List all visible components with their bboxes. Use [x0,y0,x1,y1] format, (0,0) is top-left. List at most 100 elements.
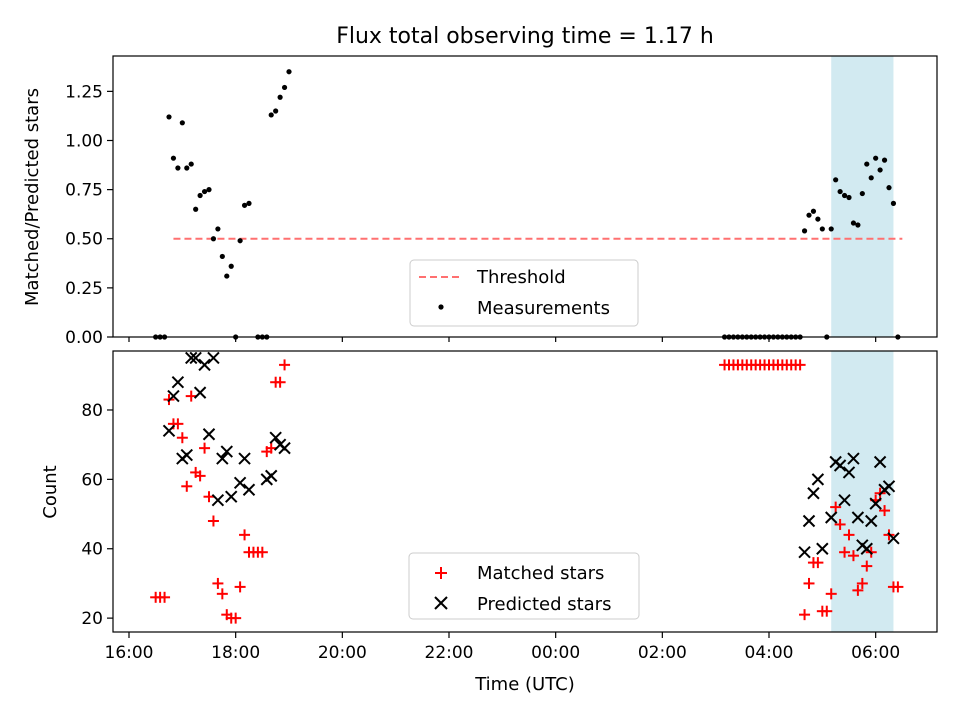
predicted-star-stroke [162,424,176,437]
matched-star-point [234,581,246,593]
measurement-point [166,114,172,120]
matched-star-point [212,577,224,589]
matched-star-point [265,442,277,454]
measurement-point [868,175,874,181]
matched-star-point [879,505,891,517]
matched-star-point [279,359,291,371]
y-tick-label: 0.75 [65,181,103,201]
matched-star-point [181,480,193,492]
predicted-star-stroke [265,469,278,483]
matched-star-point [230,612,242,624]
predicted-star-point [865,514,878,528]
legend-matched-swatch [435,567,447,579]
top-x-ticks [128,337,877,342]
predicted-star-point [265,469,278,483]
matched-star-point [825,588,837,600]
matched-star-point [199,442,211,454]
predicted-star-stroke [238,452,251,465]
top-y-axis-label: Matched/Predicted stars [22,88,43,306]
predicted-star-stroke [887,532,900,545]
predicted-star-point [242,483,256,496]
matched-star-point [839,546,851,558]
predicted-star-stroke [225,490,238,503]
predicted-star-point [233,476,247,490]
predicted-star-stroke [869,497,882,510]
predicted-star-point [207,351,220,365]
predicted-star-point [838,493,851,507]
matched-stars-points [150,359,904,624]
measurement-point [286,69,292,75]
predicted-star-point [825,511,838,524]
predicted-star-stroke [807,487,820,500]
measurement-point [859,190,865,197]
predicted-star-point [198,358,211,372]
y-tick-label: 0.25 [65,279,103,299]
predicted-star-point [802,514,816,528]
predicted-star-stroke [798,546,811,559]
predicted-star-stroke [242,483,256,496]
predicted-star-point [216,452,229,465]
measurement-point [268,112,274,118]
bottom-panel: 20 40 60 80 16:00 18:00 20:00 22:00 00:00 02:00 0… [40,350,938,695]
matched-star-point [185,390,197,402]
measurement-point [828,226,834,232]
measurement-point [864,161,870,167]
y-tick-label: 20 [81,609,103,629]
measurement-point [890,200,897,206]
predicted-star-stroke [816,542,829,555]
predicted-star-point [202,428,216,441]
measurement-point [841,192,848,199]
top-plot-frame [112,55,938,338]
measurement-point [170,155,177,161]
legend-predicted-label: Predicted stars [477,594,611,615]
predicted-star-stroke [198,358,211,372]
x-tick-label: 02:00 [638,643,687,663]
predicted-star-stroke [220,445,233,458]
measurement-point [877,167,883,173]
predicted-star-point [238,452,251,465]
legend-measurements-label: Measurements [477,298,610,319]
x-tick-label: 20:00 [318,643,367,663]
observing-window-shade [831,56,894,337]
predicted-star-point [811,473,825,486]
measurement-point [819,226,825,232]
measurement-point [184,165,190,171]
predicted-star-point [851,511,865,524]
matched-star-point [803,577,815,589]
x-tick-label: 04:00 [745,643,794,663]
matched-star-point [847,550,859,562]
x-tick-label: 22:00 [425,643,474,663]
x-tick-label: 00:00 [531,643,580,663]
legend-matched-label: Matched stars [477,563,604,584]
bottom-y-axis-label: Count [40,465,61,518]
measurement-point [881,157,888,163]
measurement-point [241,202,248,208]
predicted-star-stroke [211,493,225,507]
measurement-point [197,192,203,199]
predicted-star-point [193,386,207,399]
chart-title: Flux total observing time = 1.17 h [336,24,714,49]
predicted-star-stroke [882,480,896,493]
predicted-star-stroke [207,351,220,365]
predicted-star-point [833,459,847,472]
y-tick-label: 60 [81,470,103,490]
x-tick-label: 06:00 [851,643,900,663]
measurement-point [179,120,185,126]
measurement-point [873,155,879,161]
matched-star-point [216,588,228,600]
predicted-star-point [816,542,829,555]
predicted-star-stroke [833,459,847,472]
measurement-point [815,216,821,222]
matched-star-point [256,546,268,558]
predicted-star-stroke [233,476,247,490]
y-tick-label: 80 [81,401,103,421]
matched-star-point [799,609,811,621]
matched-star-point [274,376,286,388]
measurement-point [806,212,812,218]
predicted-star-point [887,532,900,545]
y-tick-label: 1.00 [65,131,103,151]
predicted-star-point [847,452,860,465]
matched-star-point [194,470,206,482]
matched-star-point [843,529,855,541]
